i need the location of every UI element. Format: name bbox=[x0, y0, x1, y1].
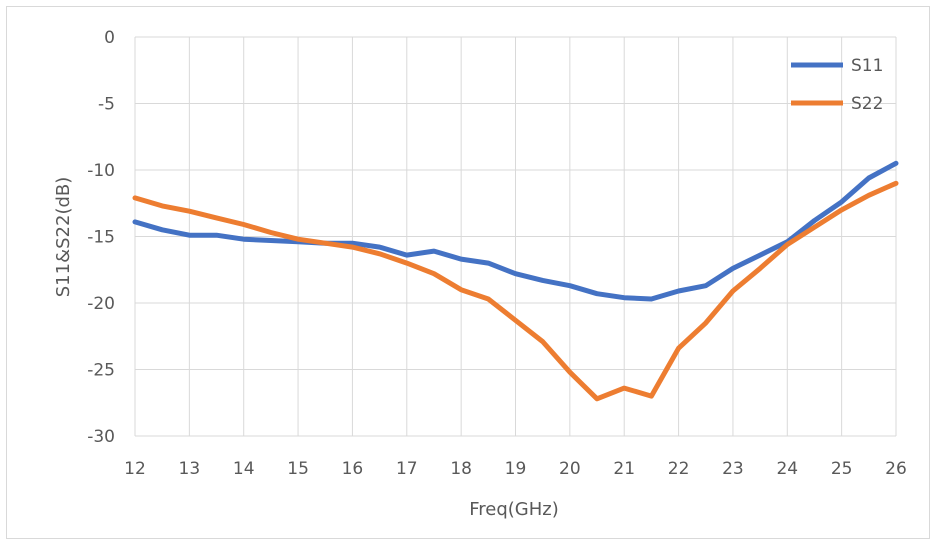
legend-label-s22: S22 bbox=[851, 94, 883, 114]
x-tick-label: 26 bbox=[885, 459, 907, 479]
y-tick-label: -15 bbox=[87, 228, 115, 248]
x-tick-label: 16 bbox=[342, 459, 364, 479]
chart-frame bbox=[6, 6, 930, 539]
y-tick-label: -20 bbox=[87, 294, 115, 314]
x-tick-labels: 12 13 14 15 16 17 18 19 20 21 22 23 24 25 26 bbox=[124, 459, 907, 479]
x-tick-label: 17 bbox=[396, 459, 418, 479]
grid-lines bbox=[134, 36, 897, 437]
x-tick-label: 21 bbox=[613, 459, 635, 479]
y-tick-label: -25 bbox=[87, 361, 115, 381]
legend-label-s11: S11 bbox=[851, 56, 883, 76]
x-tick-label: 15 bbox=[287, 459, 309, 479]
y-tick-labels: 0 -5 -10 -15 -20 -25 -30 bbox=[87, 28, 115, 447]
x-tick-label: 20 bbox=[559, 459, 581, 479]
x-tick-label: 23 bbox=[722, 459, 744, 479]
y-tick-label: 0 bbox=[104, 28, 115, 48]
y-axis-title: S11&S22(dB) bbox=[53, 177, 74, 298]
x-tick-label: 19 bbox=[505, 459, 527, 479]
x-tick-label: 13 bbox=[179, 459, 201, 479]
y-tick-label: -5 bbox=[98, 95, 115, 115]
x-axis-title: Freq(GHz) bbox=[469, 499, 559, 520]
series-line-s11 bbox=[132, 160, 899, 302]
x-tick-label: 18 bbox=[450, 459, 472, 479]
series-line-s22 bbox=[132, 180, 899, 402]
y-tick-label: -10 bbox=[87, 161, 115, 181]
y-tick-label: -30 bbox=[87, 427, 115, 447]
x-tick-label: 12 bbox=[124, 459, 146, 479]
x-tick-label: 24 bbox=[776, 459, 798, 479]
x-tick-label: 25 bbox=[831, 459, 853, 479]
series-lines bbox=[132, 160, 899, 402]
x-tick-label: 14 bbox=[233, 459, 255, 479]
x-tick-label: 22 bbox=[668, 459, 690, 479]
legend: S11 S22 bbox=[791, 56, 883, 114]
